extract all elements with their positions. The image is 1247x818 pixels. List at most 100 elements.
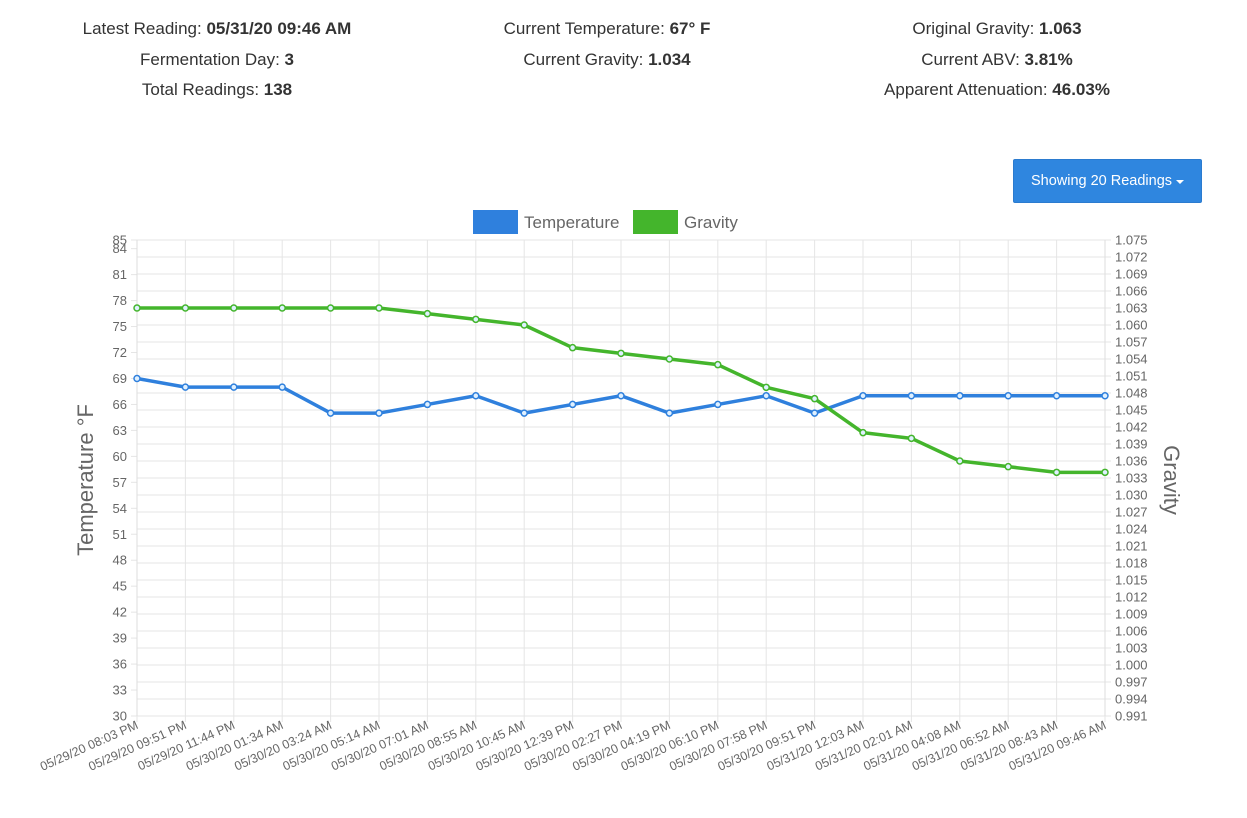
y2-tick-label: 1.054 [1115,352,1148,367]
y-tick-label: 78 [113,293,127,308]
gravity-data-point [133,304,141,312]
y-tick-label: 72 [113,345,127,360]
gravity-data-point [617,349,625,358]
temperature-data-point [714,400,722,409]
gravity-data-point [665,355,674,363]
y2-tick-label: 1.075 [1115,233,1148,248]
readings-count-dropdown[interactable]: Showing 20 Readings [1013,159,1202,203]
stats-column-right: Original Gravity: 1.063 Current ABV: 3.8… [832,14,1162,106]
y-tick-label: 33 [113,683,127,698]
y2-tick-label: 1.018 [1115,556,1148,571]
y-tick-label: 39 [113,631,127,646]
current-abv-stat: Current ABV: 3.81% [832,45,1162,76]
y2-tick-label: 0.997 [1115,675,1148,690]
gravity-data-point [956,457,964,465]
total-readings-stat: Total Readings: 138 [52,75,382,106]
current-abv-label: Current ABV: [921,49,1025,69]
y2-tick-label: 1.030 [1115,488,1148,503]
readings-count-label: Showing 20 Readings [1030,173,1173,189]
original-gravity-value: 1.063 [1039,19,1082,38]
fermentation-day-stat: Fermentation Day: 3 [52,45,382,76]
current-gravity-value: 1.034 [648,49,691,69]
gravity-data-point [181,304,190,312]
y-tick-label: 54 [113,501,127,516]
total-readings-label: Total Readings: [141,80,264,99]
fermentation-chart: 0.991 0.994 0.997 1.000 1.003 1.006 1.009 1.012… [0,200,1247,818]
y-tick-label: 30 [113,709,127,724]
temperature-data-point [520,409,528,417]
gravity-data-point [714,360,722,369]
y2-tick-label: 1.015 [1115,573,1148,588]
temperature-data-point [278,383,286,391]
temperature-data-point [859,392,867,400]
gravity-data-point [375,304,383,312]
apparent-attenuation-label: Apparent Attenuation: [884,80,1053,99]
temperature-data-point [762,392,770,400]
temperature-data-point [472,392,480,400]
stats-column-left: Latest Reading: 05/31/20 09:46 AM Fermen… [52,14,382,106]
latest-reading-label: Latest Reading: [82,19,207,38]
y-axis-title-gravity: Gravity [1159,445,1184,515]
y2-tick-label: 1.033 [1115,471,1148,486]
y2-tick-label: 1.036 [1115,454,1148,469]
y-tick-label: 51 [113,527,127,542]
chart-series [133,304,1109,477]
gravity-data-point [520,321,528,329]
original-gravity-label: Original Gravity: [912,19,1040,38]
y2-tick-label: 1.039 [1115,437,1148,452]
y-tick-label: 36 [113,657,127,672]
temperature-data-point [375,409,383,417]
y-tick-label: 81 [113,267,127,282]
gravity-data-point [230,304,238,312]
gravity-data-point [907,434,916,443]
gravity-data-point [1052,468,1061,477]
y2-tick-label: 1.024 [1115,522,1148,537]
fermentation-day-label: Fermentation Day: [139,49,285,69]
gravity-data-point [472,315,480,324]
current-abv-value: 3.81% [1024,49,1073,69]
y2-tick-label: 1.063 [1115,301,1148,316]
current-temperature-stat: Current Temperature: 67° F [442,14,772,45]
y-tick-label: 84 [113,241,127,256]
y2-tick-label: 1.057 [1115,335,1148,350]
current-gravity-stat: Current Gravity: 1.034 [442,45,772,76]
chart-canvas: 0.991 0.994 0.997 1.000 1.003 1.006 1.009 1.012… [38,210,1184,774]
legend-swatch-gravity [633,210,678,234]
temperature-data-point [617,392,625,400]
temperature-data-point [907,392,916,400]
legend-item-temperature[interactable]: Temperature [473,210,619,234]
y2-tick-label: 1.006 [1115,624,1148,639]
legend-label-gravity: Gravity [684,213,738,232]
y2-tick-label: 1.048 [1115,386,1148,401]
gravity-data-point [1101,468,1109,477]
gravity-data-point [568,343,577,352]
temperature-data-point [956,392,964,400]
stats-panel: Latest Reading: 05/31/20 09:46 AM Fermen… [0,14,1247,114]
gravity-data-point [859,428,867,437]
y2-tick-label: 0.991 [1115,709,1148,724]
temperature-data-point [810,409,819,417]
temperature-data-point [1101,392,1109,400]
fermentation-day-value: 3 [284,49,295,69]
temperature-data-point [1052,392,1061,400]
y-tick-label: 69 [113,371,127,386]
temperature-data-point [181,383,190,391]
y2-tick-label: 1.066 [1115,284,1148,299]
temperature-data-point [568,400,577,409]
y-tick-label: 57 [113,475,127,490]
legend-item-gravity[interactable]: Gravity [633,210,738,234]
chart-axes: 0.991 0.994 0.997 1.000 1.003 1.006 1.009 1.012… [38,233,1148,774]
y2-tick-label: 1.042 [1115,420,1148,435]
gravity-data-point [423,309,432,318]
temperature-data-point [230,383,238,391]
y-tick-label: 85 [113,233,127,248]
apparent-attenuation-stat: Apparent Attenuation: 46.03% [832,75,1162,106]
total-readings-value: 138 [263,80,293,99]
gravity-data-point [278,304,286,312]
y-tick-label: 66 [113,397,127,412]
y2-tick-label: 1.051 [1115,369,1148,384]
gravity-data-point [326,304,335,312]
y2-tick-label: 1.009 [1115,607,1148,622]
legend-swatch-temperature [473,210,518,234]
latest-reading-value: 05/31/20 09:46 AM [206,19,352,38]
